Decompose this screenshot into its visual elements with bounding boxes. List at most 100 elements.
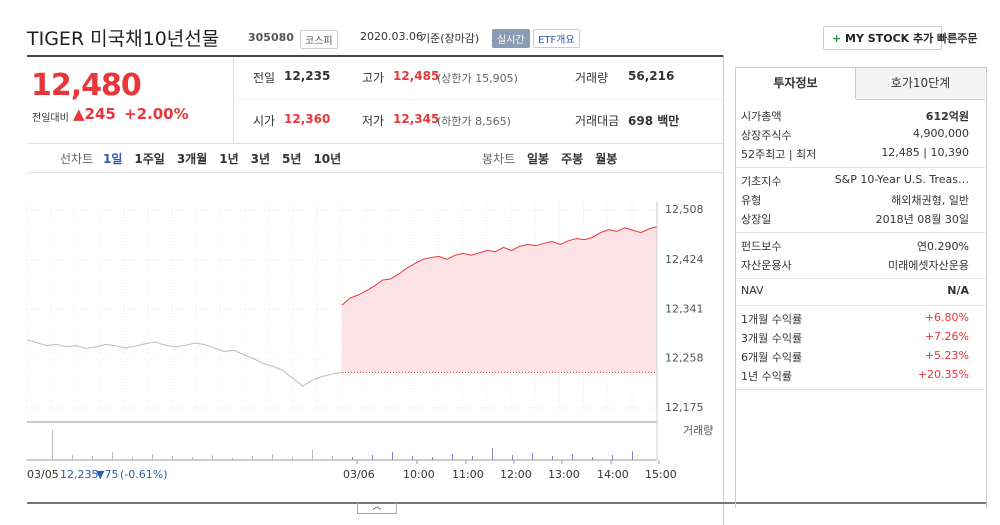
- code: 305080: [248, 31, 294, 44]
- info-label: 시가총액: [741, 110, 782, 123]
- stat-label: 거래량: [575, 71, 609, 85]
- volume-bar: [532, 453, 533, 460]
- stat-extra: (상한가 15,905): [437, 72, 518, 85]
- footer-pct: (-0.61%): [120, 468, 168, 481]
- candle-tab[interactable]: 주봉: [561, 152, 584, 166]
- info-value: 연0.290%: [916, 240, 969, 253]
- divider: [27, 55, 723, 57]
- candle-tab[interactable]: 일봉: [527, 152, 550, 166]
- info-value: 미래에셋자산운용: [888, 259, 969, 272]
- footer-close: 12,235: [60, 468, 99, 481]
- volume-bar: [252, 456, 253, 460]
- stat-value: 12,235: [284, 69, 331, 83]
- realtime[interactable]: 실시간: [492, 29, 530, 48]
- volume-bar: [132, 457, 133, 460]
- stat-value: 56,216: [628, 69, 675, 83]
- divider: [233, 99, 723, 100]
- change-value: 245: [84, 105, 116, 123]
- divider: [723, 55, 724, 525]
- volume-bar: [492, 448, 493, 460]
- y-tick-label: 12,258: [665, 352, 704, 365]
- volume-bar: [392, 452, 393, 460]
- info-value: +20.35%: [917, 368, 969, 381]
- volume-bar: [472, 456, 473, 460]
- stat-label: 시가: [253, 114, 276, 128]
- volume-bar: [372, 455, 373, 460]
- volume-bar: [632, 451, 633, 460]
- divider: [27, 143, 723, 144]
- stat-label: 고가: [362, 71, 385, 85]
- collapse[interactable]: ︿: [357, 503, 397, 514]
- quick-order[interactable]: 빠른주문: [937, 32, 978, 45]
- volume-bar: [612, 455, 613, 460]
- period-tab[interactable]: 3개월: [176, 152, 208, 166]
- candle-tab[interactable]: 월봉: [595, 152, 618, 166]
- info-label: NAV: [741, 284, 764, 297]
- stat-value: 12,360: [284, 112, 331, 126]
- footer-date: 03/05: [27, 468, 59, 481]
- group-divider: [736, 305, 985, 306]
- date: 2020.03.06: [360, 30, 423, 43]
- info-value: 2018년 08월 30일: [875, 213, 969, 226]
- info-label: 3개월 수익률: [741, 332, 803, 345]
- x-tick-label: 12:00: [500, 468, 532, 481]
- volume-bar: [232, 458, 233, 460]
- info-value: +6.80%: [924, 311, 969, 324]
- x-tick-label: 03/06: [343, 468, 375, 481]
- footer-change: ▼75: [96, 468, 118, 481]
- volume-bar: [112, 452, 113, 460]
- stat-value: 12,345: [393, 112, 440, 126]
- info-value: +5.23%: [924, 349, 969, 362]
- group-divider: [736, 232, 985, 233]
- etf-overview[interactable]: ETF개요: [533, 29, 580, 48]
- y-tick-label: 12,508: [665, 203, 704, 216]
- price-line: [26, 339, 343, 387]
- period-tab[interactable]: 1일: [103, 152, 123, 166]
- period-tab[interactable]: 10년: [313, 152, 342, 166]
- y-tick-label: 12,175: [665, 401, 704, 414]
- info-label: 1개월 수익률: [741, 313, 803, 326]
- group-divider: [736, 167, 985, 168]
- period-tab[interactable]: 3년: [250, 152, 271, 166]
- volume-bar: [412, 456, 413, 460]
- volume-bar: [312, 450, 313, 460]
- basis: 기준(장마감): [420, 32, 480, 45]
- stat-label: 전일: [253, 71, 276, 85]
- period-tab[interactable]: 1주일: [134, 152, 165, 166]
- stat-value: 698 백만: [628, 114, 680, 128]
- my-stock[interactable]: + MY STOCK 추가: [823, 26, 943, 50]
- info-value: N/A: [947, 284, 969, 297]
- volume-bar: [352, 457, 353, 460]
- info-label: 1년 수익률: [741, 370, 792, 383]
- market: 코스피: [300, 30, 338, 49]
- volume-bar: [192, 457, 193, 460]
- x-tick-label: 13:00: [548, 468, 580, 481]
- x-tick-label: 11:00: [452, 468, 484, 481]
- info-label: 유형: [741, 194, 762, 207]
- panel-border: [735, 67, 987, 508]
- volume-bar: [172, 456, 173, 460]
- y-tick-label: 12,341: [665, 302, 704, 315]
- etf-name: TIGER 미국채10년선물: [27, 28, 220, 50]
- divider: [233, 57, 234, 143]
- volume-bar: [552, 456, 553, 460]
- volume-bar: [452, 454, 453, 460]
- tab[interactable]: 호가10단계: [856, 68, 985, 100]
- info-value: S&P 10-Year U.S. Treas…: [834, 173, 969, 186]
- info-value: +7.26%: [924, 330, 969, 343]
- period-tab[interactable]: 1년: [219, 152, 239, 166]
- info-label: 6개월 수익률: [741, 351, 803, 364]
- stat-label: 거래대금: [575, 114, 620, 128]
- info-label: 상장주식수: [741, 129, 792, 142]
- volume-bar: [152, 454, 153, 460]
- nav-label: 선차트: [60, 152, 94, 166]
- info-value: 12,485 | 10,390: [881, 146, 969, 159]
- price-line: [341, 226, 658, 306]
- volume-bar: [72, 455, 73, 460]
- change-label: 전일대비: [32, 113, 69, 124]
- tab[interactable]: 투자정보: [736, 68, 856, 99]
- area: [342, 226, 657, 373]
- period-tab[interactable]: 5년: [282, 152, 302, 166]
- change-pct: +2.00%: [124, 105, 189, 123]
